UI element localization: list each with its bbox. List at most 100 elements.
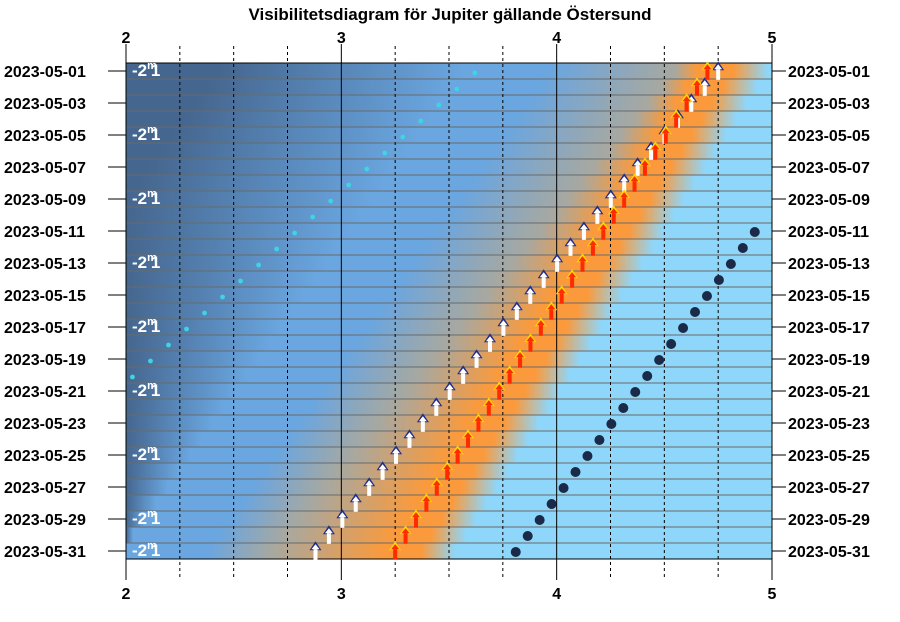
sun-dot	[274, 246, 280, 252]
background-row	[126, 511, 772, 528]
date-label-right: 2023-05-11	[788, 224, 869, 241]
white-arrow	[483, 333, 496, 352]
red-arrow	[503, 365, 516, 384]
red-arrow	[462, 429, 475, 448]
white-arrow	[577, 221, 590, 240]
white-arrow	[363, 477, 376, 496]
date-label-right: 2023-05-21	[788, 384, 870, 401]
background-row	[126, 239, 772, 256]
x-tick-label-top: 4	[552, 30, 561, 47]
red-arrow	[389, 541, 402, 560]
sun-dot	[310, 214, 316, 220]
sun-dot	[256, 262, 261, 268]
background-row	[126, 415, 772, 432]
white-arrow	[618, 173, 631, 192]
background-row	[126, 143, 772, 160]
magnitude-label: -2m1	[132, 540, 160, 560]
moon-dot	[522, 531, 533, 541]
moon-dot	[749, 227, 760, 237]
magnitude-label: -2m1	[132, 508, 160, 528]
date-label-right: 2023-05-17	[788, 320, 870, 337]
red-arrow	[597, 221, 610, 240]
magnitude-label: -2m1	[132, 316, 160, 336]
date-label-right: 2023-05-25	[788, 448, 870, 465]
moon-dot	[690, 307, 701, 317]
date-label-left: 2023-05-01	[4, 64, 86, 81]
x-axis-top: 2 3 4 5	[122, 30, 777, 47]
x-tick-label-bottom: 2	[122, 586, 131, 603]
sun-dot	[166, 342, 171, 348]
sun-dot	[148, 358, 153, 364]
white-arrow	[390, 445, 403, 464]
background-row	[126, 175, 772, 192]
date-label-right: 2023-05-05	[788, 128, 870, 145]
date-label-right: 2023-05-07	[788, 160, 870, 177]
red-arrow	[409, 509, 422, 528]
white-arrow	[336, 509, 349, 528]
moon-dot	[534, 515, 545, 525]
red-arrow	[607, 205, 620, 224]
red-arrow	[524, 333, 537, 352]
red-arrow	[472, 413, 485, 432]
date-label-left: 2023-05-25	[4, 448, 86, 465]
moon-dot	[737, 243, 748, 253]
moon-dot	[666, 339, 677, 349]
red-arrow	[701, 61, 714, 80]
sun-dot	[382, 150, 388, 156]
x-tick-label-top: 3	[337, 30, 346, 47]
red-arrow	[649, 141, 662, 160]
magnitude-label: -2m1	[132, 124, 160, 144]
red-arrow	[493, 381, 506, 400]
background-row	[126, 367, 772, 384]
red-arrow	[545, 301, 558, 320]
sun-dot	[238, 278, 243, 284]
moon-dot	[558, 483, 569, 493]
white-arrow	[510, 301, 523, 320]
white-arrow	[698, 77, 711, 96]
grid-lines	[108, 44, 786, 580]
white-arrow	[591, 205, 604, 224]
moon-dot	[630, 387, 641, 397]
date-label-left: 2023-05-23	[4, 416, 86, 433]
white-arrow	[430, 397, 443, 416]
y-axis-right: 2023-05-01 2023-05-03 2023-05-05 2023-05-07…	[788, 64, 870, 561]
white-arrow	[443, 381, 456, 400]
moon-dot	[582, 451, 593, 461]
background-row	[126, 191, 772, 208]
sun-dot	[346, 182, 352, 188]
white-arrow	[457, 365, 470, 384]
moon-dot	[642, 371, 653, 381]
white-arrow	[403, 429, 416, 448]
red-arrow	[482, 397, 495, 416]
white-arrow	[349, 493, 362, 512]
chart-title: Visibilitetsdiagram för Jupiter gällande…	[248, 5, 651, 24]
magnitude-label: -2m1	[132, 380, 160, 400]
x-tick-label-bottom: 3	[337, 586, 346, 603]
date-label-left: 2023-05-03	[4, 96, 86, 113]
sun-dot	[220, 294, 225, 300]
sun-dots-series	[130, 70, 478, 380]
red-arrow	[618, 189, 631, 208]
moon-dot	[510, 547, 521, 557]
red-arrow	[534, 317, 547, 336]
white-arrow	[564, 237, 577, 256]
moon-dots-series	[510, 227, 760, 557]
white-arrow	[537, 269, 550, 288]
moon-dot	[606, 419, 617, 429]
y-axis-left: 2023-05-01 2023-05-03 2023-05-05 2023-05-07…	[4, 64, 86, 561]
red-arrow	[628, 173, 641, 192]
date-label-right: 2023-05-09	[788, 192, 870, 209]
sun-dot	[418, 118, 424, 124]
moon-dot	[701, 291, 712, 301]
white-arrow	[416, 413, 429, 432]
date-label-left: 2023-05-31	[4, 544, 86, 561]
red-arrow	[659, 125, 672, 144]
white-arrow	[524, 285, 537, 304]
date-label-left: 2023-05-05	[4, 128, 86, 145]
red-arrow	[690, 77, 703, 96]
white-arrow	[309, 541, 322, 560]
background-row	[126, 79, 772, 96]
red-arrow	[586, 237, 599, 256]
red-arrow	[430, 477, 443, 496]
moon-dot	[678, 323, 689, 333]
